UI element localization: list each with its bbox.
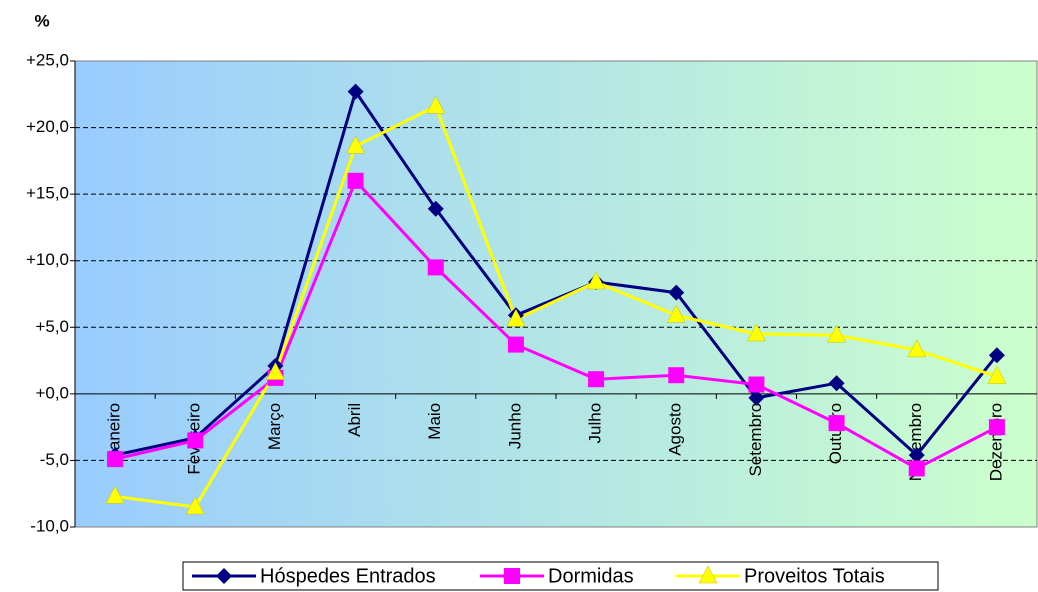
data-point: [987, 366, 1007, 384]
data-point: [988, 419, 1005, 436]
data-point: [105, 485, 125, 504]
x-tick-label: Setembro: [746, 403, 765, 477]
y-tick-label: +10,0: [26, 250, 69, 269]
legend-marker: [504, 568, 520, 584]
x-tick-label: Junho: [505, 403, 524, 449]
data-point: [827, 324, 846, 343]
x-tick-label: Janeiro: [105, 403, 124, 459]
data-point: [748, 376, 765, 393]
data-point: [908, 460, 925, 477]
data-point: [907, 339, 927, 358]
x-tick-label: Março: [265, 403, 284, 450]
series-line: [114, 104, 998, 509]
data-point: [666, 304, 686, 323]
data-point: [668, 367, 685, 384]
x-tick-label: Dezembro: [986, 403, 1005, 481]
y-tick-label: +0,0: [35, 383, 69, 402]
data-point: [748, 389, 765, 406]
y-axis-label: %: [34, 11, 49, 30]
y-tick-label: +5,0: [35, 317, 69, 336]
data-point: [588, 371, 605, 388]
series-line: [114, 88, 999, 458]
data-point: [507, 336, 524, 353]
data-point: [427, 200, 444, 217]
data-point: [586, 271, 606, 290]
y-tick-label: +20,0: [26, 117, 69, 136]
data-point: [346, 135, 365, 154]
x-tick-label: Julho: [586, 403, 605, 444]
data-point: [988, 347, 1005, 364]
data-point: [427, 259, 444, 276]
x-tick-label: Abril: [345, 403, 364, 437]
legend: [182, 561, 939, 591]
legend-label: Proveitos Totais: [744, 565, 885, 587]
x-tick-label: Outubro: [826, 403, 845, 464]
y-tick-label: -5,0: [40, 450, 69, 469]
data-point: [347, 172, 364, 189]
data-point: [506, 308, 526, 327]
data-point: [747, 323, 766, 342]
series-line: [114, 178, 998, 471]
data-point: [185, 496, 205, 515]
y-tick-label: +25,0: [26, 50, 69, 69]
legend-marker: [216, 568, 232, 584]
x-tick-label: Agosto: [666, 403, 685, 456]
legend-label: Hóspedes Entrados: [260, 565, 436, 587]
x-tick-label: Maio: [425, 403, 444, 440]
data-point: [107, 451, 124, 468]
y-tick-label: +15,0: [26, 184, 69, 203]
plot-area: [74, 60, 1038, 528]
data-point: [266, 362, 285, 380]
y-tick-label: -10,0: [30, 516, 69, 535]
data-point: [187, 432, 204, 449]
data-point: [828, 375, 845, 392]
data-point: [347, 83, 364, 100]
data-point: [908, 447, 925, 464]
legend-marker: [698, 565, 718, 584]
data-point: [426, 95, 446, 114]
legend-label: Dormidas: [548, 565, 634, 587]
data-point: [828, 415, 845, 432]
data-point: [668, 284, 685, 301]
